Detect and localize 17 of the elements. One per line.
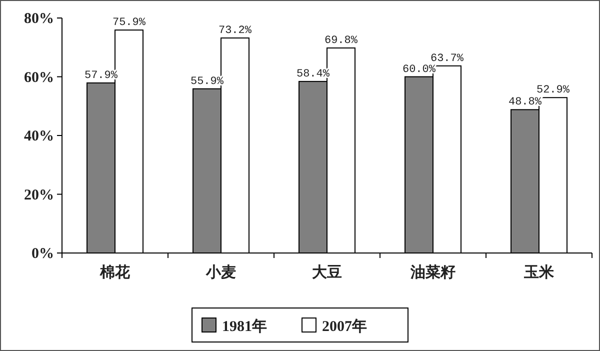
y-tick-label: 0% (32, 246, 54, 262)
y-tick-label: 80% (24, 11, 54, 27)
x-tick-label: 棉花 (99, 264, 131, 281)
x-tick-label: 大豆 (312, 264, 342, 281)
data-label: 52.9% (536, 84, 570, 97)
y-tick-label: 40% (24, 128, 54, 144)
data-label: 73.2% (218, 24, 252, 37)
x-tick-label: 油菜籽 (410, 264, 456, 281)
x-tick-label: 小麦 (205, 264, 236, 281)
y-tick-label: 20% (24, 187, 54, 204)
data-label: 69.8% (324, 34, 358, 47)
data-label: 63.7% (430, 52, 464, 65)
x-tick-label: 玉米 (523, 264, 555, 281)
y-tick-label: 60% (24, 70, 54, 86)
legend-label: 2007年 (322, 318, 367, 335)
legend-label: 1981年 (222, 318, 267, 335)
data-label: 75.9% (112, 17, 146, 30)
